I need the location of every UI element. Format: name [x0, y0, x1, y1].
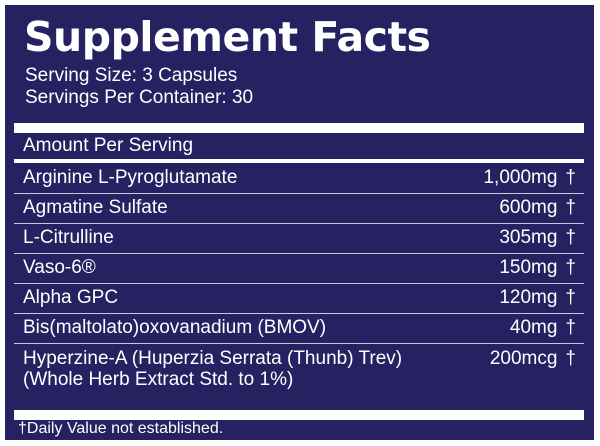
- ingredient-amount: 200mcg †: [490, 348, 576, 369]
- supplement-facts-panel: Supplement Facts Serving Size: 3 Capsule…: [5, 5, 594, 440]
- amount-value: 150mg: [499, 257, 558, 278]
- ingredient-name: Alpha GPC: [23, 287, 119, 308]
- amount-per-serving-header: Amount Per Serving: [23, 135, 194, 156]
- ingredient-amount: 150mg †: [499, 254, 576, 282]
- ingredient-name: L-Citrulline: [23, 227, 114, 248]
- ingredient-name-line1: Hyperzine-A (Huperzia Serrata (Thunb) Tr…: [23, 348, 403, 369]
- dagger-mark: †: [565, 227, 576, 248]
- dagger-mark: †: [565, 197, 576, 218]
- amount-value: 600mg: [499, 197, 558, 218]
- serving-size: Serving Size: 3 Capsules: [25, 65, 238, 86]
- dagger-mark: †: [565, 257, 576, 278]
- amount-value: 120mg: [499, 287, 558, 308]
- ingredient-name: Arginine L-Pyroglutamate: [23, 167, 238, 188]
- ingredient-row: Bis(maltolato)oxovanadium (BMOV) 40mg †: [14, 314, 584, 344]
- ingredient-row: Alpha GPC 120mg †: [14, 284, 584, 314]
- ingredient-row: Hyperzine-A (Huperzia Serrata (Thunb) Tr…: [14, 344, 584, 394]
- thick-divider-top: [14, 123, 584, 133]
- dagger-mark: †: [565, 287, 576, 308]
- footnote: †Daily Value not established.: [18, 420, 224, 437]
- ingredient-amount: 305mg †: [499, 224, 576, 252]
- divider-header: [14, 159, 584, 163]
- ingredient-row: Agmatine Sulfate 600mg †: [14, 194, 584, 224]
- ingredient-amount: 600mg †: [499, 194, 576, 222]
- ingredient-amount: 1,000mg †: [483, 164, 576, 192]
- ingredient-name: Hyperzine-A (Huperzia Serrata (Thunb) Tr…: [23, 348, 402, 390]
- ingredient-row: L-Citrulline 305mg †: [14, 224, 584, 254]
- ingredient-name: Agmatine Sulfate: [23, 197, 168, 218]
- thick-divider-bottom: [14, 410, 584, 420]
- ingredient-amount: 120mg †: [499, 284, 576, 312]
- ingredient-name: Bis(maltolato)oxovanadium (BMOV): [23, 317, 327, 338]
- dagger-mark: †: [565, 167, 576, 188]
- dagger-mark: †: [565, 348, 576, 369]
- label-title: Supplement Facts: [24, 13, 431, 61]
- amount-value: 40mg: [509, 317, 558, 338]
- servings-per-container: Servings Per Container: 30: [25, 87, 254, 108]
- amount-value: 200mcg: [489, 348, 558, 369]
- ingredient-row: Vaso-6® 150mg †: [14, 254, 584, 284]
- ingredient-row: Arginine L-Pyroglutamate 1,000mg †: [14, 164, 584, 194]
- ingredient-amount: 40mg †: [510, 314, 576, 342]
- ingredient-name: Vaso-6®: [23, 257, 96, 278]
- ingredient-list: Arginine L-Pyroglutamate 1,000mg † Agmati…: [14, 164, 584, 394]
- amount-value: 1,000mg: [483, 167, 558, 188]
- dagger-mark: †: [565, 317, 576, 338]
- amount-value: 305mg: [499, 227, 558, 248]
- ingredient-name-line2: (Whole Herb Extract Std. to 1%): [23, 369, 294, 390]
